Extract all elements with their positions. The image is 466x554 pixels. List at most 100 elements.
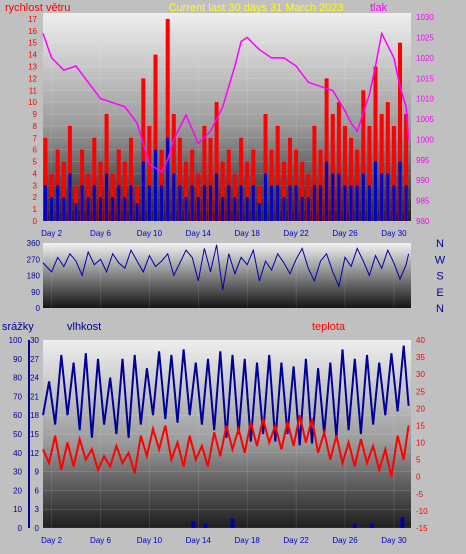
- gust-bar: [67, 125, 72, 221]
- gust-bar: [98, 161, 103, 221]
- y-tick-label: 9: [33, 110, 38, 119]
- y-tick-label: 10: [28, 98, 37, 107]
- gridlines: [51, 243, 395, 308]
- y-tick-label: 10: [13, 505, 22, 514]
- y-tick-label: 16: [28, 27, 37, 36]
- gridlines: [43, 339, 411, 529]
- y2-tick-label: 1000: [416, 135, 434, 144]
- gust-bar: [165, 18, 170, 222]
- rain-tick-label: 27: [30, 355, 39, 364]
- x-tick-label: Day 22: [283, 536, 309, 545]
- gust-bar: [263, 114, 268, 221]
- y-tick-label: 5: [33, 158, 38, 167]
- speed-bar: [62, 197, 66, 221]
- y-tick-label: 2: [33, 193, 38, 202]
- plot-area-direction: [43, 243, 411, 308]
- gust-bar: [281, 161, 286, 221]
- x-tick-label: Day 26: [332, 229, 358, 238]
- speed-bar: [166, 137, 170, 221]
- y-tick-label: 3: [33, 181, 38, 190]
- speed-bar: [117, 185, 121, 221]
- x-tick-label: Day 30: [381, 229, 407, 238]
- y-tick-label: 15: [28, 39, 37, 48]
- x-axis-ticks: Day 2 Day 6 Day 10 Day 14 Day 18 Day 22 Day 26…: [41, 536, 407, 545]
- y-axis-label: rychlost větru: [5, 2, 70, 14]
- speed-bar: [264, 173, 267, 221]
- x-tick-label: Day 2: [41, 229, 62, 238]
- x-tick-label: Day 14: [186, 536, 212, 545]
- y-tick-label: 11: [29, 86, 38, 95]
- x-tick-label: Day 10: [137, 229, 163, 238]
- y2-tick-label: 1030: [416, 13, 434, 22]
- rain-axis-ticks: 0 3 6 9 12 15 18 21 24 27 30: [28, 336, 40, 533]
- y2-tick-label: 25: [416, 387, 425, 396]
- rain-tick-label: 6: [35, 486, 40, 495]
- gust-bar: [275, 125, 280, 221]
- y2-axis-ticks: -15 -10 -5 0 5 10 15 20 25 30 35 40: [416, 336, 428, 533]
- speed-bar: [68, 173, 72, 221]
- speed-bar: [386, 173, 390, 221]
- speed-bar: [325, 161, 329, 221]
- speed-bar: [245, 197, 249, 221]
- y2-tick-label: 15: [416, 422, 425, 431]
- y-tick-label: 4: [33, 170, 38, 179]
- speed-bar: [306, 197, 310, 221]
- speed-bar: [257, 203, 261, 221]
- gust-bar: [184, 161, 188, 221]
- speed-bar: [43, 185, 47, 221]
- rain-bar: [400, 517, 405, 528]
- speed-bar: [105, 173, 109, 221]
- gust-bar: [122, 161, 127, 221]
- gust-bar: [177, 137, 182, 221]
- y-tick-label: 17: [28, 15, 37, 24]
- gust-bar: [208, 137, 213, 221]
- temperature-line: [42, 414, 410, 477]
- speed-bar: [251, 185, 255, 221]
- y2-tick-label: 0: [416, 473, 421, 482]
- compass-label: W: [435, 254, 446, 266]
- gust-bar: [135, 185, 140, 221]
- rain-tick-label: 15: [30, 430, 39, 439]
- gust-bar: [257, 185, 262, 221]
- x-tick-label: Day 2: [41, 536, 62, 545]
- speed-series: [43, 137, 408, 221]
- gust-series: [43, 18, 409, 222]
- gust-bar: [379, 114, 384, 221]
- y-tick-label: 70: [13, 392, 22, 401]
- gust-bar: [141, 78, 146, 222]
- temperature-series: [42, 414, 410, 477]
- y2-tick-label: 1020: [416, 54, 434, 63]
- y-tick-label: 20: [13, 486, 22, 495]
- compass-label: E: [436, 287, 443, 299]
- gust-bar: [214, 102, 219, 221]
- gust-bar: [367, 125, 372, 221]
- gust-bar: [391, 125, 396, 221]
- y2-axis-ticks: 980 985 990 995 1000 1005 1010 1015 1020 1025 1030: [416, 13, 434, 226]
- chart-title: Current last 30 days 31 March 2023: [169, 2, 344, 14]
- y2-tick-label: 40: [416, 336, 425, 345]
- speed-bar: [276, 185, 280, 221]
- speed-bar: [111, 197, 115, 221]
- x-tick-label: Day 6: [90, 229, 111, 238]
- speed-bar: [50, 197, 54, 221]
- y2-tick-label: -10: [416, 507, 428, 516]
- speed-bar: [154, 149, 157, 221]
- speed-bar: [141, 161, 145, 221]
- humidity-line: [42, 345, 410, 446]
- speed-bar: [288, 185, 292, 221]
- direction-series: [42, 244, 410, 290]
- speed-bar: [392, 185, 396, 221]
- y-tick-label: 40: [13, 449, 22, 458]
- y-axis-ticks: 0 10 20 30 40 50 60 70 80 90 100: [9, 336, 23, 533]
- x-tick-label: Day 18: [235, 229, 261, 238]
- y-tick-label: 180: [27, 272, 41, 281]
- y2-tick-label: 1005: [416, 115, 434, 124]
- speed-bar: [404, 185, 408, 221]
- y2-tick-label: 20: [416, 404, 425, 413]
- pressure-line: [42, 31, 410, 174]
- speed-bar: [190, 185, 194, 221]
- gust-bar: [349, 137, 354, 221]
- speed-bar: [355, 185, 359, 221]
